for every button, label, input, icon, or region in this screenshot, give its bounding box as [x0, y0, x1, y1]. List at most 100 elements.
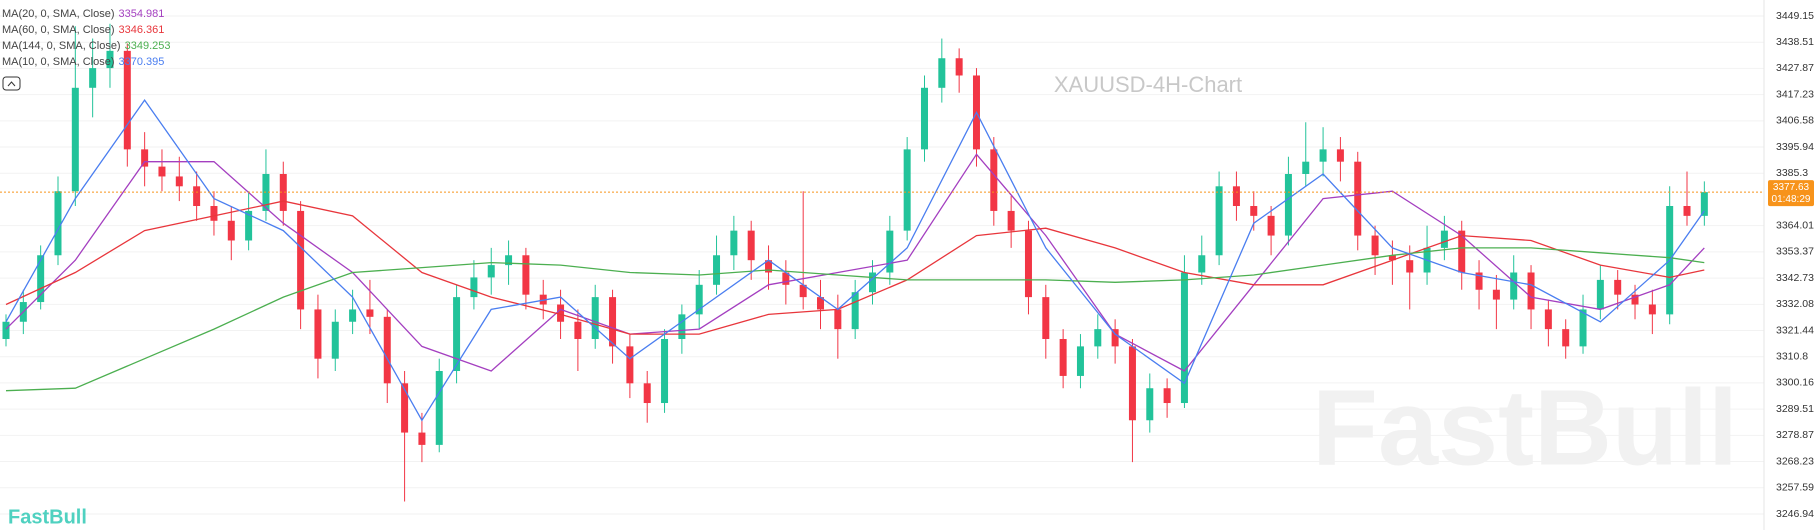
candle-body [1596, 279, 1604, 310]
y-tick-label: 3427.87 [1776, 62, 1814, 74]
candle-body [314, 309, 322, 359]
candle-body [1510, 272, 1518, 300]
candle-body [938, 58, 946, 88]
legend-name: MA(144, 0, SMA, Close) [2, 40, 121, 52]
candle-body [487, 265, 495, 278]
candle-body [522, 255, 530, 295]
candle-body [1163, 388, 1171, 404]
candle-body [37, 255, 45, 303]
candle-body [1440, 230, 1448, 248]
candle-body [1492, 289, 1500, 300]
candle-body [418, 432, 426, 445]
price-tag [1768, 180, 1814, 207]
candle-body [799, 284, 807, 298]
candle-body [1232, 186, 1240, 207]
watermark: FastBull [1312, 367, 1738, 488]
candle-body [2, 321, 10, 339]
candle-body [678, 314, 686, 339]
collapse-icon [7, 81, 16, 87]
candle-body [1319, 149, 1327, 162]
candle-body [435, 371, 443, 445]
legend-entry: MA(144, 0, SMA, Close) 3349.253 [2, 40, 170, 52]
candle-body [1562, 329, 1570, 347]
candle-body [210, 206, 218, 221]
candle-body [1475, 272, 1483, 290]
y-tick-label: 3342.73 [1776, 272, 1814, 284]
y-tick-label: 3246.94 [1776, 508, 1814, 520]
candle-body [1007, 210, 1015, 231]
candle-body [383, 316, 391, 384]
candle-body [557, 304, 565, 322]
y-tick-label: 3268.23 [1776, 455, 1814, 467]
candle-body [661, 338, 669, 404]
brand-logo: FastBull [8, 506, 87, 528]
candle-body [886, 230, 894, 273]
candle-body [1579, 309, 1587, 347]
candle-body [123, 50, 131, 150]
candle-body [175, 176, 183, 187]
legend-name: MA(10, 0, SMA, Close) [2, 56, 114, 68]
candle-body [1250, 206, 1258, 216]
candle-body [401, 383, 409, 433]
candle-body [869, 272, 876, 293]
legend-entry: MA(20, 0, SMA, Close) 3354.981 [2, 8, 164, 20]
candle-body [366, 309, 374, 317]
y-tick-label: 3417.23 [1776, 88, 1814, 100]
legend-value: 3346.361 [118, 24, 164, 36]
legend-entry: MA(10, 0, SMA, Close) 3370.395 [2, 56, 164, 68]
candle-body [695, 284, 703, 315]
candle-body [747, 230, 755, 261]
candle-body [1614, 279, 1622, 295]
candle-body [1267, 215, 1275, 236]
candle-body [331, 321, 339, 359]
candle-body [141, 149, 149, 167]
candle-body [1648, 304, 1656, 315]
y-tick-label: 3364.01 [1776, 219, 1814, 231]
candle-body [1544, 309, 1552, 330]
candle-body [54, 191, 62, 256]
ma-line [5, 247, 1705, 392]
y-tick-label: 3385.3 [1776, 167, 1808, 179]
candle-body [713, 255, 721, 285]
candle-body [453, 297, 461, 372]
y-tick-label: 3406.58 [1776, 115, 1814, 127]
y-tick-label: 3310.8 [1776, 351, 1808, 363]
chart-title: XAUUSD-4H-Chart [1054, 72, 1242, 97]
candle-body [193, 186, 201, 207]
candle-body [349, 309, 357, 322]
ma-line [5, 200, 1705, 335]
candle-body [1180, 272, 1188, 404]
candle-body [106, 50, 114, 69]
y-tick-label: 3449.15 [1776, 10, 1814, 22]
price-tag-countdown: 01:48:29 [1772, 194, 1811, 205]
legend-value: 3354.981 [118, 8, 164, 20]
candle-body [1388, 255, 1396, 261]
legend-name: MA(20, 0, SMA, Close) [2, 8, 114, 20]
collapse-button[interactable] [2, 76, 21, 91]
y-tick-label: 3353.37 [1776, 246, 1814, 258]
candle-body [1198, 255, 1206, 273]
candle-body [1284, 173, 1292, 236]
candle-body [245, 210, 253, 241]
y-tick-label: 3321.44 [1776, 324, 1814, 336]
ma-line [5, 153, 1705, 372]
candle-body [990, 149, 998, 211]
candle-body [765, 260, 773, 273]
candle-body [817, 297, 825, 310]
candle-body [470, 277, 478, 298]
candle-body [643, 383, 651, 404]
y-tick-label: 3300.16 [1776, 377, 1814, 389]
candle-body [1111, 329, 1119, 347]
y-tick-label: 3438.51 [1776, 36, 1814, 48]
candle-body [505, 255, 513, 266]
candle-body [1042, 297, 1050, 339]
candle-body [609, 297, 617, 347]
candle-body [920, 87, 928, 150]
candle-body [955, 58, 963, 76]
candle-body [1336, 149, 1344, 162]
candle-body [1059, 338, 1067, 376]
y-tick-label: 3257.59 [1776, 482, 1814, 494]
candle-body [1700, 192, 1708, 216]
